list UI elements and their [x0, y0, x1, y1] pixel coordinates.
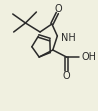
Text: OH: OH [82, 52, 97, 62]
Text: O: O [63, 71, 70, 81]
Text: O: O [54, 4, 62, 14]
Text: NH: NH [61, 33, 76, 43]
